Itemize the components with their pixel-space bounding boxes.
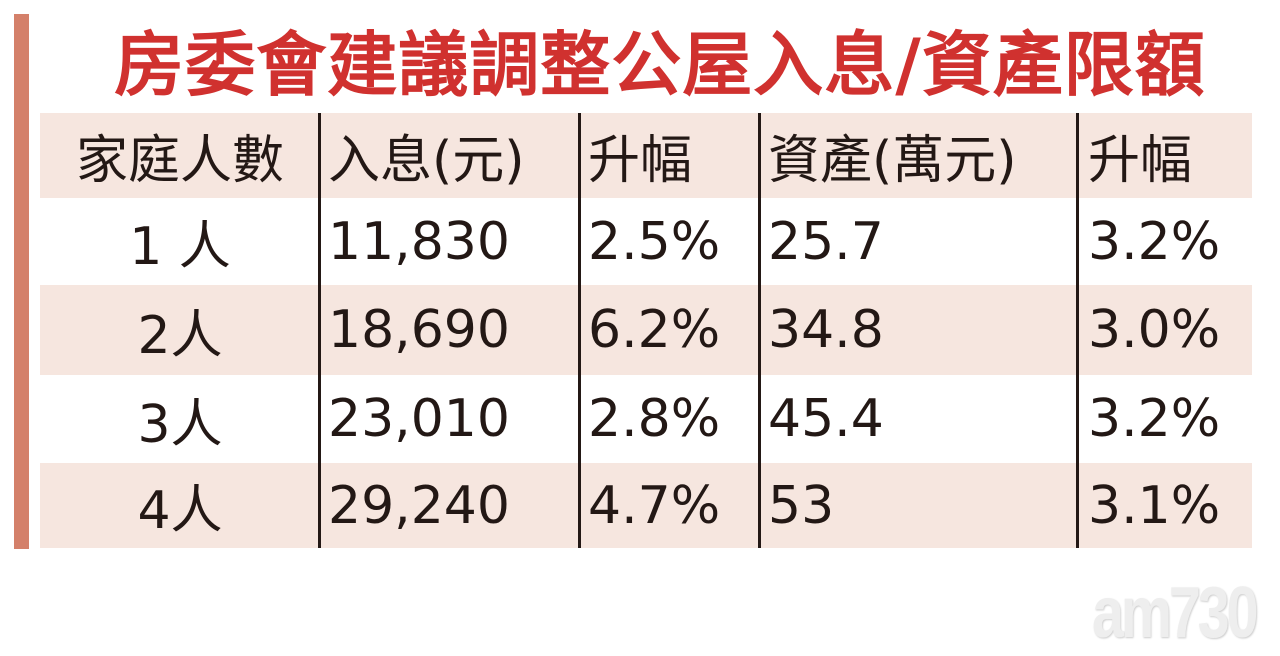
table-cell: 29,240	[328, 475, 510, 536]
table-row: 1 人 11,830 2.5% 25.7 3.2%	[40, 198, 1252, 285]
table-cell: 1 人	[129, 217, 231, 277]
table-cell: 4.7%	[588, 475, 721, 536]
chart-title: 房委會建議調整公屋入息/資產限額	[114, 24, 1206, 106]
table-cell: 34.8	[768, 300, 884, 360]
column-divider	[578, 113, 581, 548]
column-divider	[758, 113, 761, 548]
header-cell: 升幅	[588, 131, 693, 191]
table-row: 2人 18,690 6.2% 34.8 3.0%	[40, 285, 1252, 375]
column-divider	[318, 113, 321, 548]
accent-bar	[14, 14, 29, 549]
table-cell: 3.2%	[1088, 389, 1221, 449]
table-cell: 2.8%	[588, 389, 721, 449]
header-cell: 升幅	[1088, 131, 1193, 191]
header-cell: 家庭人數	[75, 131, 284, 191]
table-cell: 3.0%	[1088, 300, 1221, 360]
table-cell: 53	[768, 475, 835, 536]
table-cell: 11,830	[328, 211, 510, 272]
header-cell: 資產(萬元)	[768, 131, 1017, 191]
table-cell: 18,690	[328, 300, 510, 360]
table-cell: 3人	[137, 394, 223, 455]
table-cell: 2人	[137, 305, 223, 366]
table-cell: 4人	[137, 481, 223, 541]
table-cell: 45.4	[768, 389, 884, 449]
header-cell: 入息(元)	[328, 131, 525, 191]
column-divider	[1076, 113, 1079, 548]
am730-watermark-logo: am730	[1092, 573, 1259, 653]
table-row: 3人 23,010 2.8% 45.4 3.2%	[40, 375, 1252, 463]
table-header-row: 家庭人數 入息(元) 升幅 資產(萬元) 升幅	[40, 113, 1252, 198]
table-cell: 6.2%	[588, 300, 721, 360]
table-cell: 3.1%	[1088, 475, 1221, 536]
table-cell: 2.5%	[588, 211, 721, 272]
table-cell: 3.2%	[1088, 211, 1221, 272]
table-row: 4人 29,240 4.7% 53 3.1%	[40, 463, 1252, 548]
table-cell: 23,010	[328, 389, 510, 449]
table-cell: 25.7	[768, 211, 884, 272]
